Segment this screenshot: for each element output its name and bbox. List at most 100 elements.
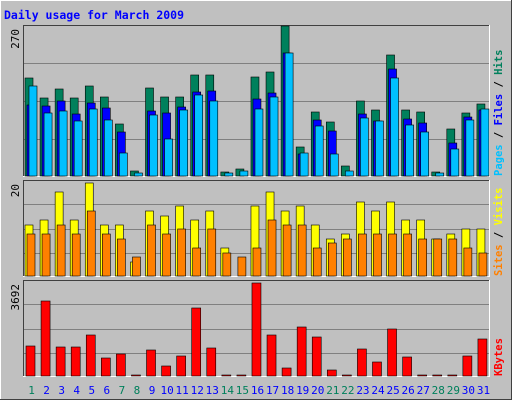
panel-bottom-scale-max-label: 3692 (9, 284, 22, 311)
day-label-4: 4 (73, 384, 80, 397)
bar-pages-day-5 (88, 108, 98, 177)
bar-kbytes-day-4 (70, 346, 81, 377)
bar-sites-day-15 (237, 256, 247, 277)
bar-pages-day-27 (420, 131, 429, 177)
bar-kbytes-day-17 (266, 334, 277, 377)
bar-kbytes-day-8 (131, 374, 141, 377)
bar-sites-day-21 (327, 242, 337, 277)
bar-sites-day-5 (86, 210, 96, 277)
day-label-10: 10 (160, 384, 173, 397)
bar-sites-day-1 (26, 233, 36, 277)
bar-kbytes-day-12 (191, 307, 202, 377)
bar-sites-day-20 (312, 247, 322, 277)
bar-sites-day-24 (373, 233, 382, 277)
day-label-26: 26 (402, 384, 415, 397)
bar-pages-day-28 (435, 172, 445, 177)
legend-files: Files (493, 94, 505, 126)
bar-sites-day-16 (252, 247, 262, 277)
bar-pages-day-26 (405, 124, 414, 177)
bar-pages-day-9 (149, 114, 158, 177)
day-label-19: 19 (296, 384, 309, 397)
panel-bottom-legend: KBytes (493, 338, 505, 376)
legend-pages: Pages (493, 144, 505, 176)
bar-sites-day-13 (207, 228, 217, 277)
bar-kbytes-day-21 (326, 369, 337, 377)
bar-kbytes-day-15 (236, 374, 247, 377)
bar-pages-day-7 (119, 152, 128, 177)
bar-pages-day-10 (164, 138, 173, 177)
bar-pages-day-12 (194, 94, 204, 177)
panel-top-legend: Pages / Files / Hits (493, 50, 505, 176)
day-label-29: 29 (447, 384, 460, 397)
bar-pages-day-11 (179, 109, 188, 177)
day-label-13: 13 (206, 384, 219, 397)
day-label-27: 27 (417, 384, 430, 397)
bar-sites-day-10 (162, 233, 171, 277)
bar-pages-day-16 (254, 108, 264, 177)
panels-layer: 270 Pages / Files / Hits 20 Sites / Visits 3… (9, 25, 505, 377)
chart-title: Daily usage for March 2009 (4, 8, 184, 22)
bar-kbytes-day-14 (221, 374, 232, 377)
day-label-9: 9 (149, 384, 156, 397)
day-label-7: 7 (119, 384, 126, 397)
day-label-12: 12 (191, 384, 204, 397)
bar-sites-day-4 (71, 233, 81, 277)
day-label-21: 21 (326, 384, 339, 397)
bar-kbytes-day-18 (281, 367, 292, 377)
bar-pages-day-13 (209, 100, 219, 177)
day-label-3: 3 (58, 384, 65, 397)
day-label-25: 25 (386, 384, 399, 397)
day-label-14: 14 (221, 384, 235, 397)
day-label-11: 11 (176, 384, 189, 397)
bar-kbytes-day-25 (387, 328, 397, 377)
day-label-23: 23 (356, 384, 369, 397)
day-label-31: 31 (477, 384, 490, 397)
bar-kbytes-day-27 (417, 374, 427, 377)
day-label-20: 20 (311, 384, 324, 397)
bar-sites-day-14 (222, 252, 232, 277)
panel-middle-scale-max-label: 20 (9, 184, 22, 197)
bar-pages-day-24 (375, 120, 384, 177)
bar-kbytes-day-30 (462, 355, 473, 377)
bar-sites-day-3 (56, 224, 66, 277)
bar-sites-day-19 (297, 224, 307, 277)
day-label-18: 18 (281, 384, 294, 397)
bar-sites-day-17 (267, 219, 277, 277)
bar-kbytes-day-28 (432, 374, 443, 377)
bar-kbytes-day-6 (101, 357, 111, 377)
bar-kbytes-day-19 (296, 326, 307, 377)
bar-kbytes-day-11 (176, 355, 186, 377)
day-label-17: 17 (266, 384, 279, 397)
bar-sites-day-18 (282, 224, 292, 277)
panel-middle: 20 Sites / Visits (9, 180, 505, 277)
bar-pages-day-18 (284, 52, 294, 177)
bar-pages-day-22 (345, 170, 354, 177)
bar-pages-day-3 (58, 110, 68, 177)
bar-kbytes-day-10 (161, 365, 171, 377)
day-label-24: 24 (371, 384, 385, 397)
legend-sites: Sites (493, 244, 505, 276)
day-label-30: 30 (462, 384, 475, 397)
bar-pages-day-14 (224, 172, 234, 177)
bar-kbytes-day-20 (311, 336, 322, 377)
legend-separator: / (493, 125, 505, 144)
bar-sites-day-29 (448, 238, 458, 277)
legend-separator: / (493, 75, 505, 94)
bar-kbytes-day-1 (25, 345, 36, 377)
bar-kbytes-day-22 (342, 374, 352, 377)
bar-pages-day-1 (28, 85, 38, 177)
bar-sites-day-31 (478, 252, 488, 277)
day-labels: 1 2 3 4 5 6 7 8 9 10 11 12 13 14 15 16 17 18 19 20 21 22 23 24 2… (28, 384, 490, 397)
legend-visits: Visits (493, 187, 505, 225)
legend-hits: Hits (493, 50, 505, 75)
bar-pages-day-25 (390, 77, 399, 177)
day-label-28: 28 (432, 384, 445, 397)
bar-kbytes-day-9 (146, 349, 156, 377)
bar-sites-day-30 (463, 247, 473, 277)
bar-sites-day-6 (102, 233, 111, 277)
bar-pages-day-21 (329, 153, 339, 177)
day-label-2: 2 (43, 384, 50, 397)
bar-pages-day-17 (269, 96, 279, 177)
bar-pages-day-2 (43, 112, 53, 177)
